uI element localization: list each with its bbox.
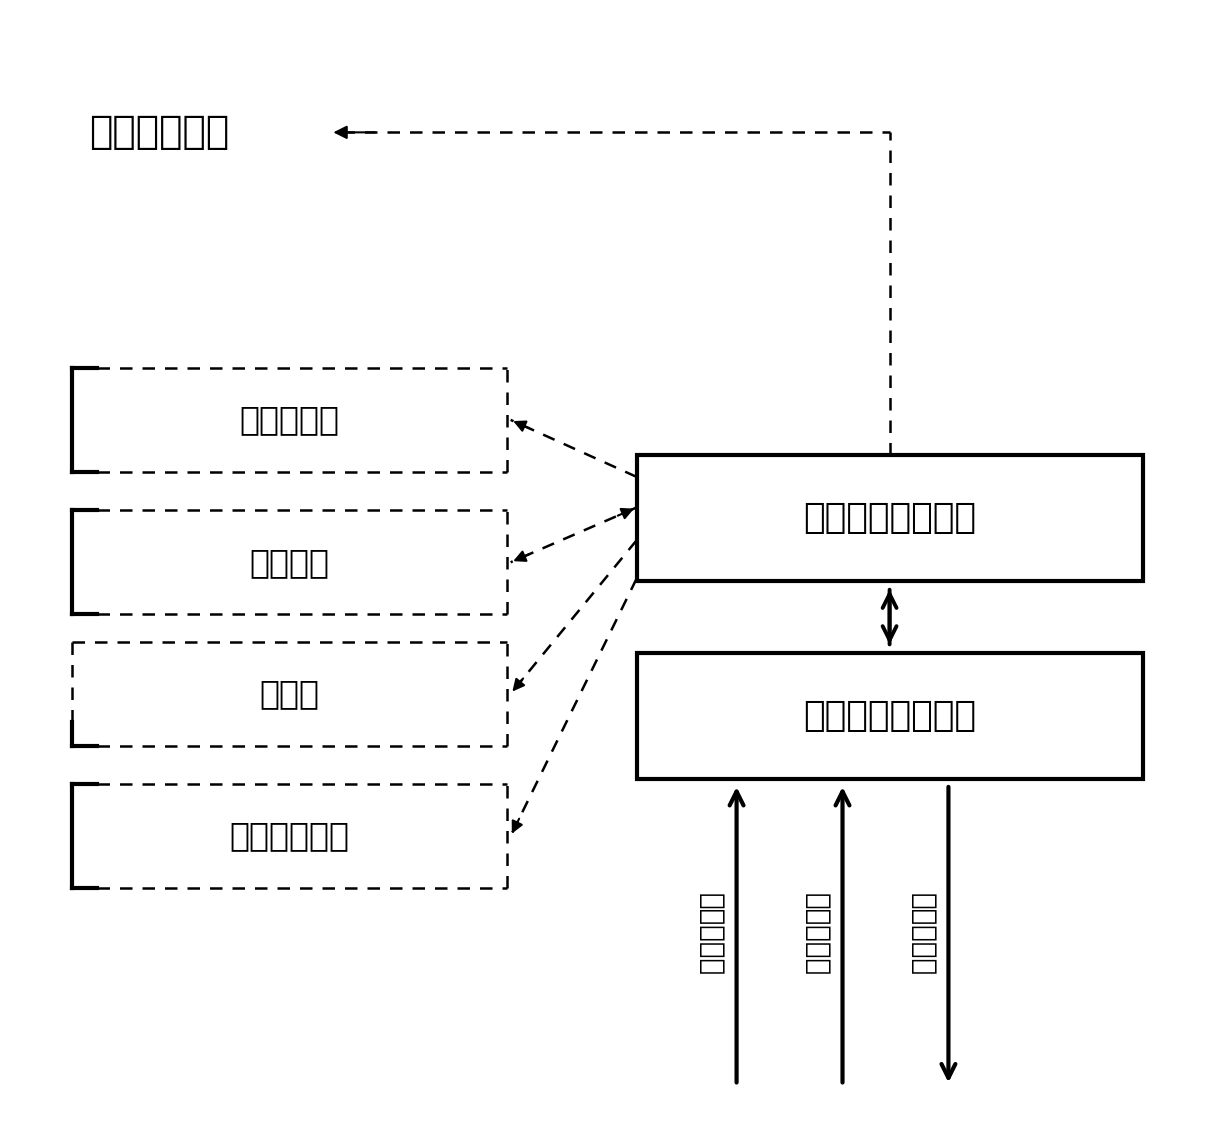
Text: 装置监控面板: 装置监控面板 [229, 819, 349, 852]
Text: 中央信号输出: 中央信号输出 [89, 113, 229, 152]
Bar [636, 455, 1143, 582]
Text: 开关量输入: 开关量输入 [803, 893, 830, 977]
Text: 开关量输出: 开关量输出 [908, 893, 937, 977]
Text: 安全自动装置主机: 安全自动装置主机 [803, 502, 976, 535]
Bar [636, 653, 1143, 778]
Text: 连便携机: 连便携机 [249, 545, 330, 578]
Text: 至厂站监控: 至厂站监控 [239, 404, 340, 436]
Text: 模拟量输入: 模拟量输入 [696, 893, 725, 977]
Text: 安全自动装置从机: 安全自动装置从机 [803, 698, 976, 733]
Text: 打印机: 打印机 [260, 678, 319, 710]
